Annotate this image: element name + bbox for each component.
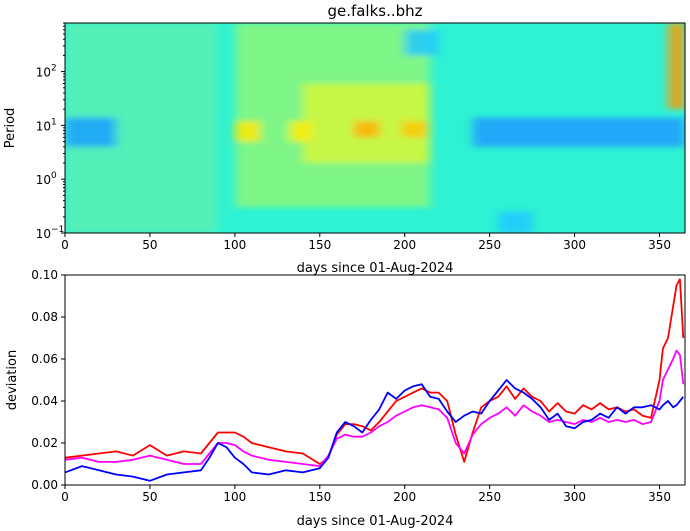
heatmap-x-tick-label: 50 [142, 238, 157, 252]
line-y-tick-label: 0.06 [31, 352, 58, 366]
series-line-0 [65, 278, 685, 465]
line-x-tick-label: 50 [142, 490, 157, 504]
heatmap-x-tick-label: 350 [648, 238, 671, 252]
line-x-tick-label: 150 [308, 490, 331, 504]
line-x-tick-label: 350 [648, 490, 671, 504]
heatmap-cell-8 [401, 121, 427, 138]
heatmap-x-tick-label: 200 [393, 238, 416, 252]
heatmap-x-axis-label: days since 01-Aug-2024 [297, 261, 454, 276]
line-y-tick-label: 0.10 [31, 268, 58, 282]
line-y-tick-label: 0.02 [31, 436, 58, 450]
heatmap-cell-6 [289, 121, 312, 142]
heatmap-cell-10 [404, 29, 439, 56]
heatmap-cell-4 [472, 117, 685, 147]
heatmap-cell-11 [498, 211, 533, 233]
line-x-tick-label: 300 [563, 490, 586, 504]
line-x-axis-label: days since 01-Aug-2024 [297, 514, 454, 529]
heatmap-cell-7 [353, 121, 380, 138]
heatmap-cell-3 [65, 117, 116, 147]
series-line-1 [65, 349, 685, 468]
line-x-tick-label: 200 [393, 490, 416, 504]
line-y-tick-label: 0.00 [31, 478, 58, 492]
heatmap-y-tick-exponent: −1 [51, 225, 64, 235]
heatmap-x-tick-label: 300 [563, 238, 586, 252]
line-y-axis-label: deviation [5, 350, 20, 410]
line-x-tick-label: 250 [478, 490, 501, 504]
line-x-tick-label: 100 [223, 490, 246, 504]
heatmap-x-tick-label: 0 [61, 238, 69, 252]
heatmap-y-tick-exponent: 1 [51, 117, 57, 127]
line-y-tick-label: 0.04 [31, 394, 58, 408]
heatmap-y-tick-exponent: 2 [51, 64, 57, 74]
heatmap-y-axis-label: Period [3, 108, 18, 149]
heatmap-x-tick-label: 150 [308, 238, 331, 252]
heatmap-cell-5 [234, 121, 261, 142]
series-line-2 [65, 379, 684, 482]
heatmap-y-tick-label: 10 [36, 173, 51, 187]
heatmap-cell-9 [668, 23, 685, 110]
line-x-axis: 0 50 100 150 200 250 300 350 [61, 485, 671, 504]
line-panel: 0 50 100 150 200 250 300 350 0.000.020.040.060.… [5, 268, 686, 529]
line-y-axis: 0.00 0.02 0.04 0.06 0.08 0.10 [31, 268, 65, 492]
heatmap-y-tick-exponent: 0 [51, 171, 57, 181]
line-frame [64, 274, 686, 486]
heatmap-x-tick-label: 100 [223, 238, 246, 252]
heatmap-x-tick-label: 250 [478, 238, 501, 252]
heatmap-y-tick-label: 10 [36, 227, 51, 241]
figure-title: ge.falks..bhz [327, 2, 422, 20]
line-x-tick-label: 0 [61, 490, 69, 504]
heatmap-y-tick-label: 10 [36, 119, 51, 133]
line-y-tick-label: 0.08 [31, 310, 58, 324]
heatmap-x-axis: 0 50 100 150 200 250 300 350 [61, 233, 671, 252]
heatmap-y-tick-label: 10 [36, 66, 51, 80]
